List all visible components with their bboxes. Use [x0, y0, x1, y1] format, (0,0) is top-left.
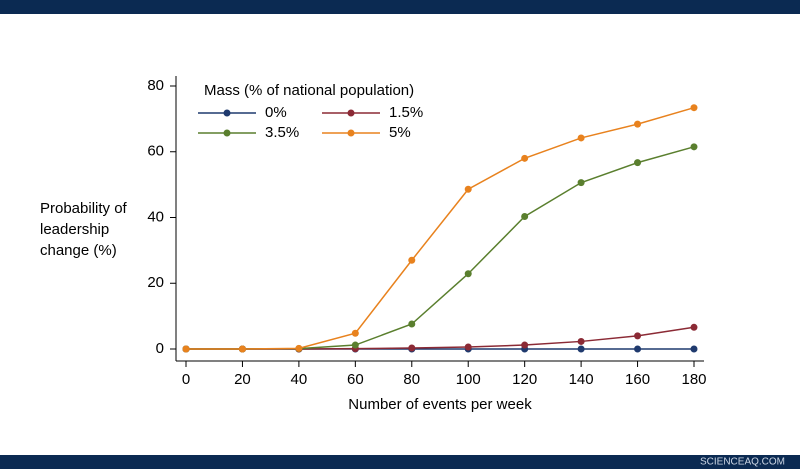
point	[464, 270, 472, 278]
x-axis-label: Number of events per week	[348, 396, 532, 413]
x-tick-label: 40	[291, 371, 308, 388]
point	[577, 345, 585, 353]
bottom-bar	[0, 455, 800, 469]
legend-marker	[223, 129, 231, 137]
point	[464, 185, 472, 193]
x-tick-label: 100	[456, 371, 481, 388]
top-bar	[0, 0, 800, 14]
point	[351, 341, 359, 349]
point	[634, 345, 642, 353]
x-tick-label: 180	[681, 371, 706, 388]
legend-marker	[347, 109, 355, 117]
x-tick-label: 20	[234, 371, 251, 388]
legend-label: 0%	[265, 104, 287, 121]
x-tick-label: 120	[512, 371, 537, 388]
point	[690, 345, 698, 353]
y-tick-label: 40	[147, 208, 164, 225]
point	[408, 256, 416, 264]
x-tick-label: 0	[182, 371, 190, 388]
y-tick-label: 0	[156, 340, 164, 357]
point	[464, 343, 472, 351]
y-axis-label: Probability of	[40, 200, 128, 217]
x-tick-label: 140	[569, 371, 594, 388]
x-tick-label: 80	[403, 371, 420, 388]
point	[521, 154, 529, 162]
legend-marker	[223, 109, 231, 117]
point	[577, 134, 585, 142]
legend-title: Mass (% of national population)	[204, 82, 414, 99]
point	[690, 143, 698, 151]
point	[238, 345, 246, 353]
point	[351, 329, 359, 337]
point	[634, 332, 642, 340]
point	[634, 120, 642, 128]
point	[690, 104, 698, 112]
x-tick-label: 160	[625, 371, 650, 388]
y-tick-label: 20	[147, 274, 164, 291]
point	[295, 344, 303, 352]
y-axis-label: leadership	[40, 221, 109, 238]
series-line	[186, 146, 695, 350]
point	[521, 341, 529, 349]
point	[521, 213, 529, 221]
point	[634, 159, 642, 167]
x-tick-label: 60	[347, 371, 364, 388]
legend-marker	[347, 129, 355, 137]
legend-label: 1.5%	[389, 104, 423, 121]
series-line	[186, 106, 695, 350]
point	[182, 345, 190, 353]
y-tick-label: 60	[147, 143, 164, 160]
point	[408, 320, 416, 328]
point	[690, 323, 698, 331]
y-axis-label: change (%)	[40, 242, 117, 259]
series-line	[186, 326, 695, 350]
point	[408, 344, 416, 352]
point	[577, 337, 585, 345]
y-tick-label: 80	[147, 77, 164, 94]
watermark: SCIENCEAQ.COM	[700, 457, 785, 468]
point	[577, 179, 585, 187]
legend-label: 3.5%	[265, 124, 299, 141]
legend-label: 5%	[389, 124, 411, 141]
